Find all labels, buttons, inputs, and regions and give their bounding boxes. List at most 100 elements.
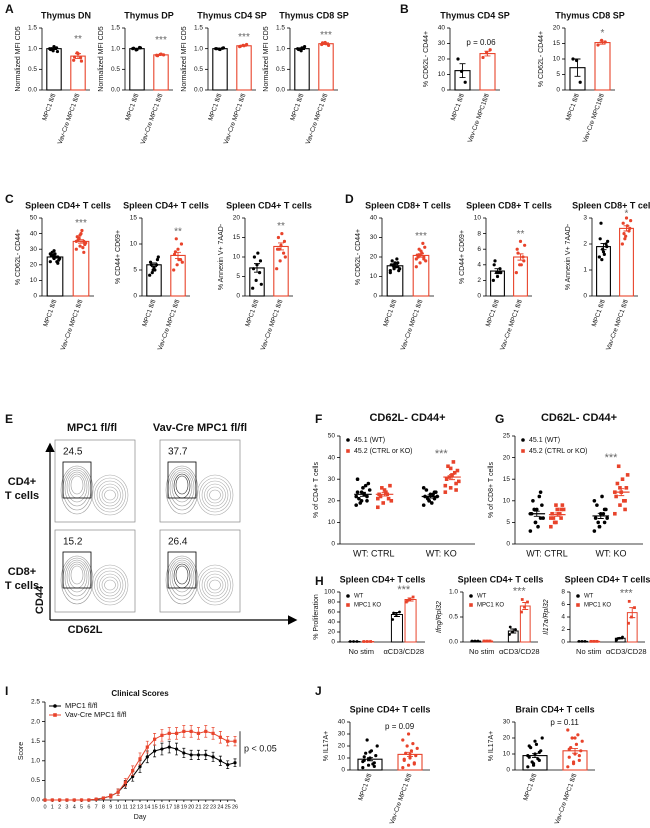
point <box>583 639 587 643</box>
point <box>242 44 246 48</box>
y-axis-label: Il17a/Rpl32 <box>543 599 550 635</box>
y-axis-label: % Proliferation <box>313 594 320 640</box>
y-tick-label: 0.5 <box>31 777 40 784</box>
point <box>180 260 184 264</box>
legend-label: MPC1 KO <box>584 603 611 609</box>
x-tick-label: WT: CTRL <box>526 548 568 558</box>
point <box>621 221 625 225</box>
point <box>592 499 597 503</box>
y-tick-label: 0 <box>583 293 587 300</box>
annotation: * <box>601 28 605 39</box>
point <box>238 44 243 48</box>
point <box>630 615 633 619</box>
flow-plot <box>159 439 241 523</box>
point <box>623 237 627 241</box>
x-tick-label: 8 <box>102 804 105 810</box>
point <box>72 55 77 59</box>
y-tick-label: 0.0 <box>111 87 120 94</box>
point <box>447 475 452 479</box>
chart-title: Thymus CD4 SP <box>197 10 267 20</box>
x-tick-label: 0 <box>43 804 46 810</box>
point <box>258 259 263 263</box>
point <box>424 488 429 492</box>
point <box>381 501 385 505</box>
y-tick-label: 1.5 <box>276 25 285 32</box>
x-tick-label: 18 <box>173 804 179 810</box>
contour <box>64 469 90 507</box>
panel-label: J <box>315 684 322 698</box>
contour <box>68 563 86 589</box>
point <box>566 728 570 732</box>
point <box>534 507 539 512</box>
contour <box>175 565 189 585</box>
y-tick-label: 0.0 <box>276 87 285 94</box>
point <box>109 794 113 798</box>
point <box>485 51 489 55</box>
point <box>476 639 480 643</box>
y-tick-label: 2 <box>583 241 587 248</box>
y-tick-label: 0.0 <box>449 639 458 646</box>
point <box>575 58 579 63</box>
y-tick-label: 30 <box>328 476 336 483</box>
point <box>541 516 545 520</box>
gate <box>167 551 197 589</box>
point <box>526 600 529 604</box>
point <box>371 762 375 766</box>
x-tick-label: αCD3/CD28 <box>606 647 647 656</box>
point <box>576 733 580 737</box>
point <box>355 640 359 643</box>
y-tick-label: 1.0 <box>194 45 203 52</box>
contour <box>104 579 116 591</box>
point <box>302 45 307 49</box>
point <box>496 271 500 275</box>
x-tick-label: No stim <box>469 647 494 656</box>
point <box>595 503 599 507</box>
row-label: CD4+ <box>8 476 36 488</box>
point <box>551 516 556 520</box>
point <box>363 483 368 488</box>
legend-marker <box>53 704 57 708</box>
contour <box>173 473 191 499</box>
x-tick-label: MPC1 fl/fl <box>124 92 140 121</box>
flow-plot <box>54 529 136 613</box>
point <box>145 755 149 759</box>
x-tick-label: Vav-Cre MPC1fl/fl <box>467 92 491 143</box>
point <box>386 496 391 501</box>
annotation: *** <box>75 218 87 229</box>
annotation: *** <box>513 585 527 597</box>
point <box>538 516 543 520</box>
y-tick-label: 15 <box>130 215 138 222</box>
point <box>511 630 514 634</box>
y-tick-label: 2 <box>477 277 481 284</box>
point <box>72 798 76 802</box>
point <box>78 244 82 248</box>
annotation: p < 0.05 <box>244 743 277 753</box>
point <box>623 507 627 512</box>
annotation: ** <box>74 34 82 45</box>
y-tick-label: 8 <box>561 589 565 596</box>
point <box>167 731 171 735</box>
point <box>50 798 54 802</box>
point <box>155 54 160 58</box>
x-tick-label: Vav-Cre MPC1 fl/fl <box>60 298 85 351</box>
point <box>593 516 598 520</box>
point <box>182 729 186 733</box>
point <box>382 488 387 492</box>
point <box>48 260 52 264</box>
point <box>448 486 453 490</box>
point <box>218 47 222 52</box>
y-axis-label: % CD44+ CD69+ <box>115 230 122 284</box>
point <box>604 242 608 246</box>
point <box>446 464 450 469</box>
point <box>174 731 179 735</box>
y-axis-label: Normalized MFI CD5 <box>263 26 270 91</box>
y-axis-label: Normalized MFI CD5 <box>15 26 22 91</box>
point <box>533 752 537 756</box>
chart-title: Spleen CD8+ T cells <box>365 200 451 210</box>
x-tick-label: Vav-Cre MPC1 fl/fl <box>260 298 285 351</box>
point <box>589 639 593 643</box>
point <box>615 637 619 641</box>
point <box>521 255 525 259</box>
point <box>405 744 409 748</box>
contour <box>70 565 84 585</box>
